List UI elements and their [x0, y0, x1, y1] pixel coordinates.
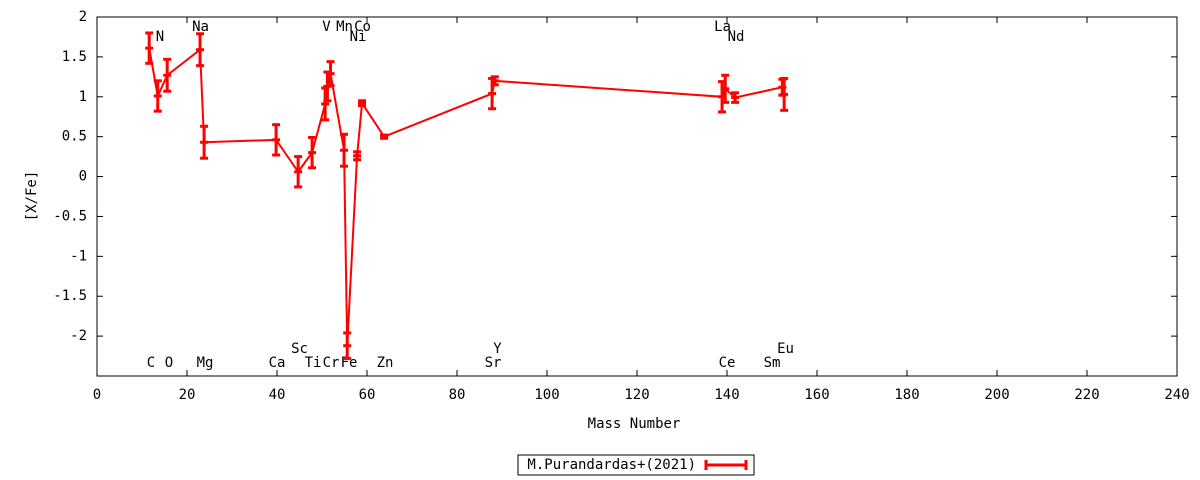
series-line [148, 47, 786, 346]
error-bar [343, 331, 352, 360]
error-bar [380, 133, 389, 140]
error-bar [163, 57, 172, 93]
element-label: Co [354, 19, 371, 35]
element-label: C [147, 355, 155, 371]
y-tick-label: 0 [79, 169, 87, 185]
y-tick-label: -1 [70, 248, 87, 264]
element-label: La [714, 19, 731, 35]
y-axis-label: [X/Fe] [24, 171, 40, 222]
element-label: Y [493, 341, 502, 357]
y-tick-label: -2 [70, 328, 87, 344]
element-label: Zn [377, 355, 394, 371]
error-bar [153, 79, 162, 113]
element-label: V [322, 19, 331, 35]
error-bar [780, 76, 789, 112]
element-label: Mg [197, 355, 214, 371]
error-bar [326, 60, 335, 88]
x-tick-label: 0 [93, 387, 101, 403]
element-label: O [165, 355, 173, 371]
x-tick-label: 80 [449, 387, 466, 403]
error-bar [308, 135, 317, 170]
error-bar [340, 132, 349, 168]
error-bar [272, 123, 281, 157]
x-tick-label: 60 [359, 387, 376, 403]
plot-frame [96, 16, 1178, 377]
element-label: Ce [719, 355, 736, 371]
error-bar [490, 75, 499, 87]
element-label: Ti [305, 355, 322, 371]
y-tick-label: -0.5 [53, 208, 87, 224]
x-tick-label: 160 [804, 387, 829, 403]
y-tick-label: -1.5 [53, 288, 87, 304]
element-label: Cr [323, 355, 340, 371]
error-bar [200, 124, 209, 160]
y-tick-label: 0.5 [62, 129, 87, 145]
x-axis-label: Mass Number [588, 416, 681, 432]
element-label: Sc [291, 341, 308, 357]
x-tick-label: 240 [1164, 387, 1189, 403]
y-tick-label: 1.5 [62, 49, 87, 65]
element-label: Sm [764, 355, 781, 371]
element-label: Mn [336, 19, 353, 35]
error-bar [196, 32, 205, 68]
legend-box [517, 454, 755, 476]
y-tick-label: 2 [79, 9, 87, 25]
x-tick-label: 200 [984, 387, 1009, 403]
element-label: Sr [485, 355, 502, 371]
x-tick-label: 40 [269, 387, 286, 403]
element-label: Ca [269, 355, 286, 371]
x-tick-label: 100 [534, 387, 559, 403]
error-bar [731, 91, 740, 104]
element-label: Eu [777, 341, 794, 357]
element-label: N [156, 29, 164, 45]
y-tick-label: 1 [79, 89, 87, 105]
error-bar [145, 31, 154, 65]
error-bar [358, 99, 367, 108]
x-tick-label: 120 [624, 387, 649, 403]
element-label: Ni [350, 29, 367, 45]
x-tick-label: 180 [894, 387, 919, 403]
element-label: Nd [728, 29, 745, 45]
x-tick-label: 220 [1074, 387, 1099, 403]
error-bar [294, 155, 303, 189]
legend-label: M.Purandardas+(2021) [527, 457, 696, 473]
x-tick-label: 140 [714, 387, 739, 403]
element-label: Na [192, 19, 209, 35]
error-bar [353, 150, 362, 162]
x-tick-label: 20 [179, 387, 196, 403]
error-bar [721, 73, 730, 104]
